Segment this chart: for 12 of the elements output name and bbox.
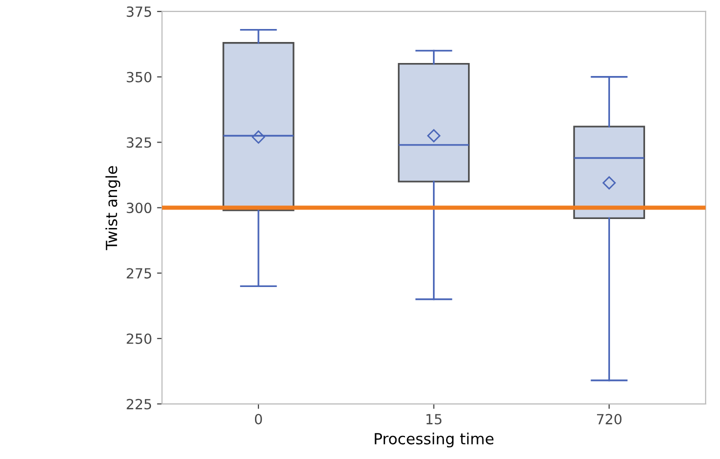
y-tick-label: 350 [126, 72, 152, 82]
y-tick-label: 300 [126, 202, 152, 214]
y-tick-label: 325 [126, 137, 152, 148]
y-tick-label: 375 [126, 6, 152, 17]
x-axis-title: Processing time [374, 432, 494, 448]
x-tick-label: 0 [254, 414, 262, 424]
x-tick-label: 720 [597, 414, 622, 424]
y-tick-label: 225 [126, 398, 152, 410]
y-tick-label: 275 [126, 268, 152, 279]
y-axis-title: Twist angle [105, 166, 120, 250]
x-tick-label: 15 [426, 414, 442, 424]
y-tick-label: 250 [126, 333, 152, 344]
